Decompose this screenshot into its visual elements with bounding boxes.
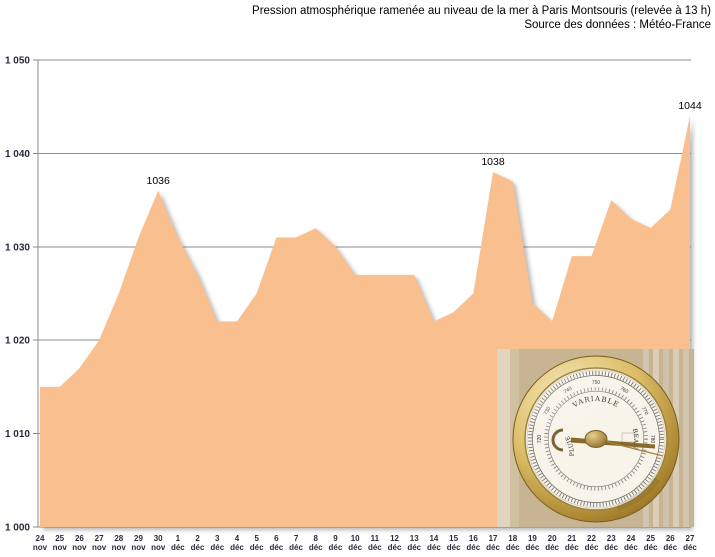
x-axis-tick-label: 16 déc [466, 534, 480, 552]
x-axis-tick-label: 14 déc [427, 534, 441, 552]
barometer-needles [551, 428, 664, 457]
glass-highlight [532, 373, 606, 429]
x-axis-tick-label: 18 déc [506, 534, 520, 552]
x-axis-tick-label: 23 déc [604, 534, 618, 552]
scale-number: 730 [543, 406, 552, 416]
y-axis-tick-label: 1 030 [5, 242, 30, 253]
x-axis-tick-label: 27 nov [92, 534, 107, 552]
x-axis-tick-label: 4 déc [230, 534, 244, 552]
dial-scale-ticks [528, 371, 664, 507]
x-axis-tick-label: 30 nov [151, 534, 166, 552]
y-axis-tick-label: 1 020 [5, 336, 30, 347]
x-axis-tick-label: 28 nov [112, 534, 127, 552]
x-axis-tick-label: 13 déc [407, 534, 421, 552]
scale-number: 740 [563, 386, 573, 395]
y-axis-tick-label: 1 010 [5, 429, 30, 440]
x-axis-tick-label: 24 déc [624, 534, 638, 552]
dial-scale-numbers: 720 730 740 750 760 770 780 [537, 380, 655, 443]
x-axis-tick-label: 3 déc [210, 534, 224, 552]
scale-number: 760 [619, 386, 629, 395]
y-axis-tick-label: 1 040 [5, 149, 30, 160]
x-axis-tick-label: 15 déc [447, 534, 461, 552]
x-axis-tick-label: 27 déc [683, 534, 697, 552]
needle-hub [584, 430, 608, 448]
x-axis-tick-label: 5 déc [250, 534, 264, 552]
x-axis-tick-label: 19 déc [526, 534, 540, 552]
data-labels: 1036 1038 1044 [147, 100, 702, 187]
glass-shadow [615, 476, 660, 511]
barometer-photo: 720 730 740 750 760 770 780 VARIABLE PLU… [497, 349, 694, 527]
scale-number: 750 [592, 380, 601, 386]
x-axis-tick-label: 11 déc [368, 534, 382, 552]
x-axis-tick-label: 7 déc [289, 534, 303, 552]
chart-source-line: Source des données : Météo-France [524, 19, 711, 31]
y-axis-tick-label: 1 050 [5, 56, 30, 67]
data-point-label: 1038 [481, 156, 505, 168]
x-axis-labels: 24 nov 25 nov 26 nov 27 nov 28 nov 29 nov 30 nov 1 déc 2… [33, 534, 698, 552]
data-point-label: 1036 [147, 175, 171, 187]
dial-inner-rim [526, 369, 666, 509]
x-axis-tick-label: 20 déc [545, 534, 559, 552]
needle-crescent-counterweight [551, 428, 564, 452]
x-axis-tick-label: 22 déc [585, 534, 599, 552]
x-axis-tick-label: 25 déc [644, 534, 658, 552]
dial-index-box [621, 432, 636, 443]
set-pointer-needle [595, 438, 664, 457]
chart-title: Pression atmosphérique ramenée au niveau… [252, 4, 711, 32]
x-axis-tick-label: 24 nov [33, 534, 48, 552]
x-axis-tick-label: 2 déc [191, 534, 205, 552]
y-axis-labels: 1 000 1 010 1 020 1 030 1 040 1 050 [5, 56, 30, 534]
chart-title-line1: Pression atmosphérique ramenée au niveau… [252, 5, 711, 17]
x-axis-tick-label: 17 déc [486, 534, 500, 552]
x-axis-tick-label: 21 déc [565, 534, 579, 552]
x-axis-tick-label: 9 déc [329, 534, 343, 552]
x-axis-tick-label: 1 déc [171, 534, 185, 552]
x-axis-tick-label: 6 déc [269, 534, 283, 552]
dial-label-pluie: PLUIE [564, 434, 576, 456]
data-point-label: 1044 [678, 100, 702, 112]
x-axis-tick-label: 26 déc [663, 534, 677, 552]
x-axis-tick-label: 25 nov [53, 534, 68, 552]
scale-number: 720 [537, 435, 543, 444]
x-axis-tick-label: 8 déc [309, 534, 323, 552]
scale-number: 770 [640, 406, 649, 416]
photo-left-band [497, 349, 510, 527]
x-axis-tick-label: 10 déc [348, 534, 362, 552]
x-axis-tick-label: 29 nov [131, 534, 146, 552]
y-axis-tick-label: 1 000 [5, 523, 30, 534]
scale-number: 780 [649, 435, 655, 444]
x-axis-tick-label: 12 déc [388, 534, 402, 552]
x-axis-tick-label: 26 nov [72, 534, 87, 552]
